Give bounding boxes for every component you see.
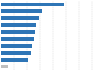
Bar [1, 23, 36, 27]
Bar [1, 3, 64, 6]
Bar [1, 16, 39, 20]
Bar [1, 58, 28, 61]
Bar [1, 10, 42, 13]
Bar [1, 37, 34, 41]
Bar [1, 30, 35, 34]
Bar [1, 44, 32, 48]
Bar [1, 65, 8, 68]
Bar [1, 51, 31, 55]
